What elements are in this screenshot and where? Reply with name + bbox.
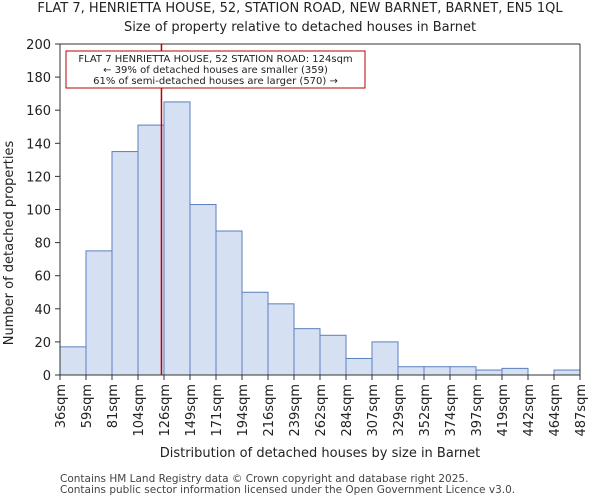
x-tick-label: 104sqm [132, 384, 147, 437]
x-tick-label: 419sqm [496, 384, 511, 437]
y-tick-label: 80 [34, 237, 51, 252]
y-tick-label: 140 [26, 137, 51, 152]
bar-59sqm [85, 250, 113, 376]
chart-subtitle: Size of property relative to detached ho… [124, 20, 476, 35]
y-ticks-group: 0 20 40 60 80 100 120 140 160 180 200 [26, 38, 60, 384]
bar-374sqm [449, 366, 477, 376]
x-tick-label: 487sqm [574, 384, 589, 437]
x-axis-label: Distribution of detached houses by size … [160, 446, 481, 461]
x-ticks-group: 36sqm 59sqm 81sqm 104sqm 126sqm 149sqm 171sqm 1… [54, 375, 589, 437]
x-tick-label: 36sqm [54, 384, 69, 428]
annotation-line-3: 61% of semi-detached houses are larger (… [93, 76, 338, 87]
x-tick-label: 81sqm [106, 384, 121, 428]
x-tick-label: 216sqm [262, 384, 277, 437]
annotation-line-1: FLAT 7 HENRIETTA HOUSE, 52 STATION ROAD:… [78, 54, 352, 65]
x-tick-label: 352sqm [418, 384, 433, 437]
x-tick-label: 239sqm [288, 384, 303, 437]
x-tick-label: 329sqm [392, 384, 407, 437]
chart-title: FLAT 7, HENRIETTA HOUSE, 52, STATION ROA… [37, 1, 563, 16]
x-tick-label: 171sqm [210, 384, 225, 437]
bar-419sqm [501, 367, 529, 376]
bar-126sqm [163, 101, 191, 376]
bar-171sqm [215, 230, 243, 376]
footer-line-2: Contains public sector information licen… [60, 484, 516, 496]
bar-329sqm [397, 366, 425, 376]
bar-104sqm [137, 124, 165, 376]
bar-464sqm [553, 369, 581, 376]
y-tick-label: 100 [26, 204, 51, 219]
x-tick-label: 442sqm [522, 384, 537, 437]
bar-262sqm [319, 334, 347, 376]
x-tick-label: 397sqm [470, 384, 485, 437]
bar-239sqm [293, 328, 321, 376]
y-tick-label: 60 [34, 270, 51, 285]
bars-group [59, 101, 581, 376]
x-tick-label: 126sqm [158, 384, 173, 437]
y-tick-label: 20 [34, 336, 51, 351]
x-tick-label: 464sqm [548, 384, 563, 437]
bar-352sqm [423, 366, 451, 376]
bar-36sqm [59, 346, 87, 376]
annotation-box [65, 50, 366, 89]
bar-216sqm [267, 303, 295, 376]
bar-397sqm [475, 369, 503, 376]
footer-line-1: Contains HM Land Registry data © Crown c… [60, 473, 469, 485]
y-tick-label: 200 [26, 38, 51, 53]
y-tick-label: 40 [34, 303, 51, 318]
bar-307sqm [371, 341, 399, 376]
annotation-line-2: ← 39% of detached houses are smaller (35… [103, 65, 328, 76]
x-tick-label: 284sqm [340, 384, 355, 437]
bar-81sqm [111, 151, 139, 376]
x-tick-label: 59sqm [80, 384, 95, 428]
y-tick-label: 180 [26, 71, 51, 86]
y-tick-label: 0 [43, 369, 51, 384]
bar-194sqm [241, 291, 269, 376]
bar-149sqm [189, 204, 217, 376]
y-axis-label: Number of detached properties [2, 141, 17, 346]
x-tick-label: 149sqm [184, 384, 199, 437]
bar-284sqm [345, 357, 373, 376]
y-tick-label: 120 [26, 170, 51, 185]
x-tick-label: 262sqm [314, 384, 329, 437]
x-tick-label: 307sqm [366, 384, 381, 437]
property-marker: FLAT 7 HENRIETTA HOUSE, 52 STATION ROAD:… [65, 44, 366, 375]
x-tick-label: 194sqm [236, 384, 251, 437]
y-tick-label: 160 [26, 104, 51, 119]
x-tick-label: 374sqm [444, 384, 459, 437]
